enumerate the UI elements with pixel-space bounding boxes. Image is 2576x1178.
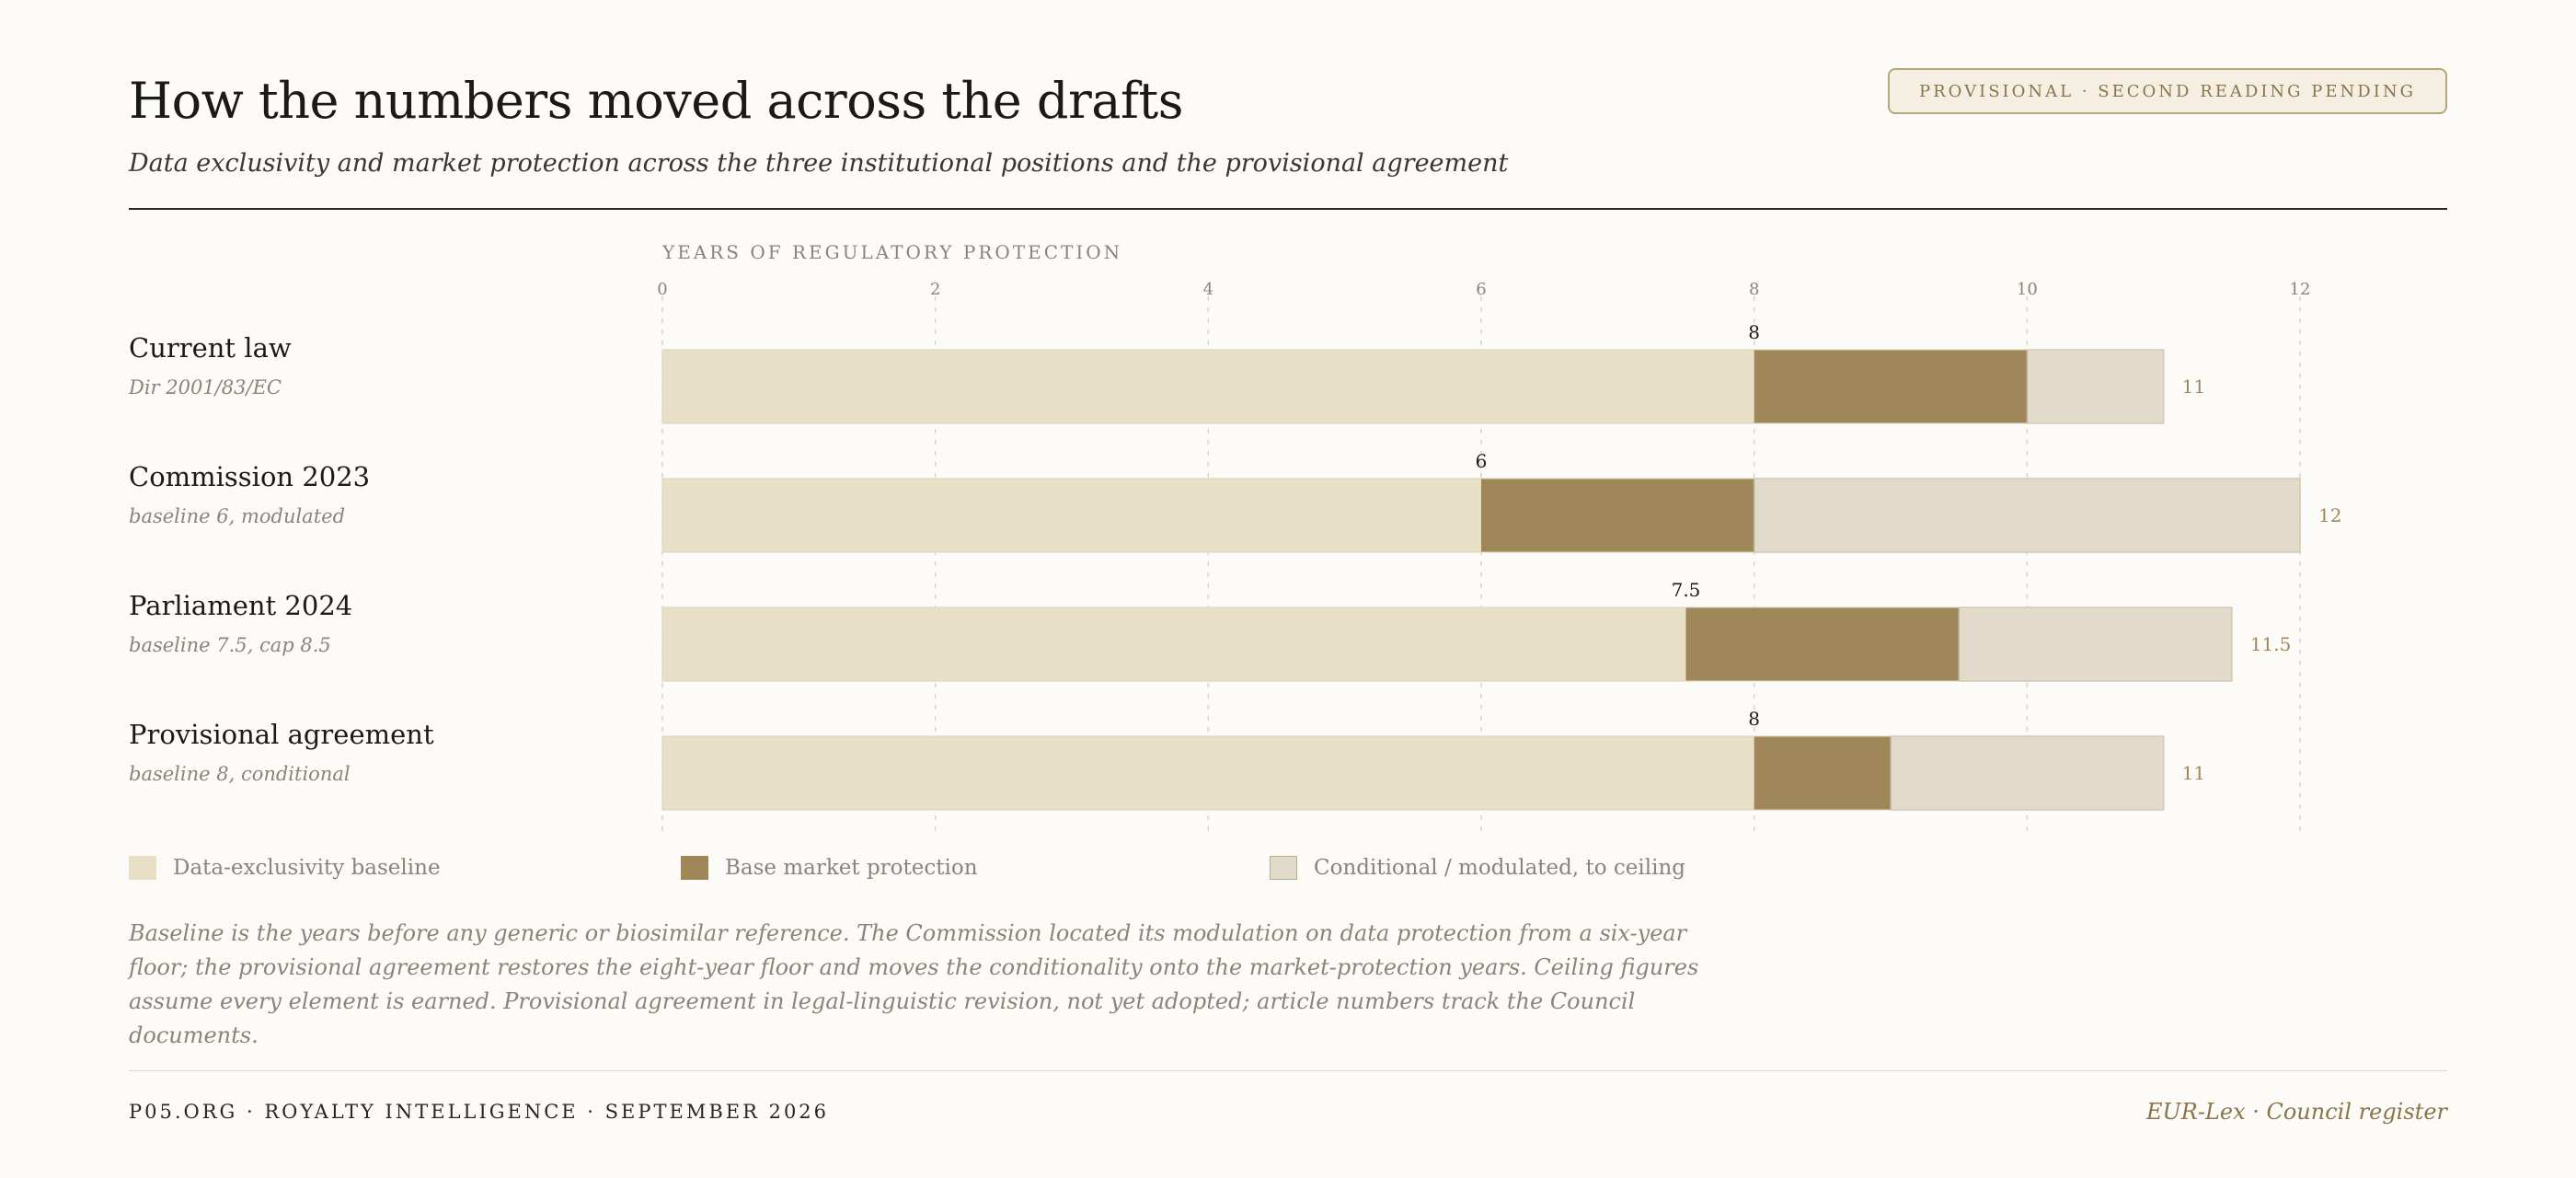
x-tick-label: 0 — [657, 280, 667, 299]
baseline-value-label: 6 — [1476, 450, 1488, 472]
bar-segment — [1958, 606, 2233, 682]
total-value-label: 12 — [2318, 504, 2341, 526]
baseline-value-label: 8 — [1748, 708, 1760, 730]
legend-swatch-conditional — [1270, 856, 1297, 880]
legend-item-conditional: Conditional / modulated, to ceiling — [1270, 856, 1685, 880]
footer-credit: P05.ORG · ROYALTY INTELLIGENCE · SEPTEMB… — [129, 1101, 830, 1123]
bar-outline — [661, 606, 2233, 682]
x-axis-title: YEARS OF REGULATORY PROTECTION — [662, 241, 1123, 263]
status-badge: PROVISIONAL · SECOND READING PENDING — [1888, 68, 2447, 114]
x-tick-label: 4 — [1203, 280, 1213, 299]
bar-segment — [1754, 350, 2028, 423]
x-tick-label: 10 — [2017, 280, 2038, 299]
footer-rule — [129, 1070, 2447, 1071]
bar-segment — [662, 736, 1754, 810]
header-rule — [129, 208, 2447, 210]
category-sublabel: baseline 7.5, cap 8.5 — [129, 634, 331, 656]
page-subtitle: Data exclusivity and market protection a… — [129, 149, 1509, 178]
total-value-label: 11 — [2182, 762, 2205, 784]
total-value-label: 11 — [2182, 375, 2205, 398]
legend-swatch-market — [681, 856, 708, 880]
category-sublabel: baseline 8, conditional — [129, 763, 351, 785]
legend-label-conditional: Conditional / modulated, to ceiling — [1314, 856, 1685, 880]
category-label: Commission 2023 — [129, 461, 370, 492]
bar-outline — [661, 349, 2165, 424]
bar-segment — [662, 350, 1754, 423]
category-sublabel: baseline 6, modulated — [129, 505, 345, 527]
bar-segment — [1753, 478, 2301, 553]
stacked-bar-chart: 0 2 4 6 8 10 12 Current law Dir 2001/83/EC 8 11 Com… — [128, 280, 2341, 833]
category-label: Current law — [129, 332, 292, 364]
x-tick-label: 6 — [1476, 280, 1486, 299]
bar-segment — [1481, 479, 1754, 552]
category-label: Parliament 2024 — [129, 590, 352, 621]
bar-segment — [2026, 349, 2165, 424]
bar-segment — [1685, 607, 1960, 681]
category-sublabel: Dir 2001/83/EC — [128, 376, 282, 398]
bar-outline — [661, 478, 2301, 553]
bar-outline — [661, 735, 2165, 811]
methodology-note: Baseline is the years before any generic… — [129, 920, 1699, 1048]
x-tick-label: 8 — [1749, 280, 1759, 299]
legend-swatch-baseline — [129, 856, 156, 880]
legend-label-baseline: Data-exclusivity baseline — [173, 856, 441, 880]
legend-label-market: Base market protection — [725, 856, 978, 880]
legend: Data-exclusivity baseline Base market pr… — [129, 856, 2447, 893]
legend-item-market: Base market protection — [681, 856, 978, 880]
bar-segment — [662, 479, 1481, 552]
total-value-label: 11.5 — [2250, 633, 2292, 655]
baseline-value-label: 8 — [1748, 321, 1760, 343]
baseline-value-label: 7.5 — [1672, 579, 1701, 601]
footer-sources: EUR-Lex · Council register — [2146, 1099, 2447, 1125]
category-label: Provisional agreement — [129, 719, 434, 750]
bar-segment — [1890, 735, 2165, 811]
x-tick-label: 12 — [2290, 280, 2311, 299]
bar-segment — [662, 607, 1686, 681]
x-tick-label: 2 — [930, 280, 940, 299]
page: How the numbers moved across the drafts … — [128, 0, 2447, 1178]
bar-segment — [1754, 736, 1891, 810]
legend-item-baseline: Data-exclusivity baseline — [129, 856, 441, 880]
page-title: How the numbers moved across the drafts — [129, 72, 1183, 130]
